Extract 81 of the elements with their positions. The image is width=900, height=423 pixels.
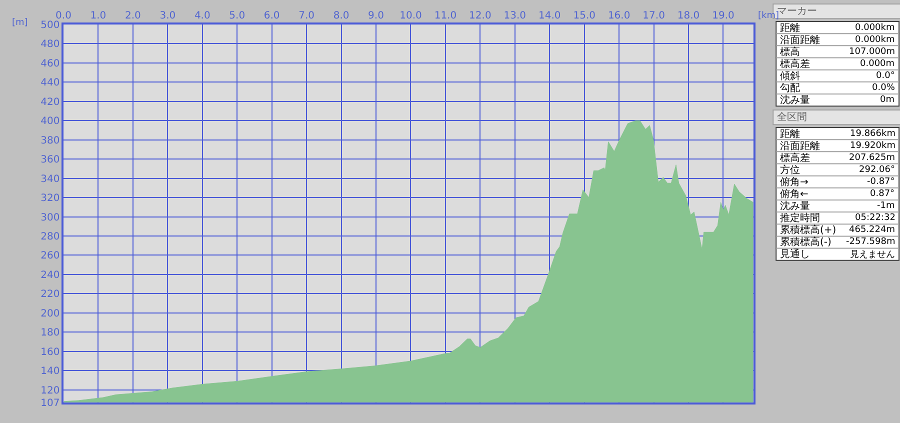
text: 0.000km <box>855 23 895 33</box>
text: 0.0% <box>872 83 896 93</box>
text: 標高 <box>780 46 800 58</box>
text: 見えません <box>850 249 895 260</box>
y-tick-label: 360 <box>40 154 60 166</box>
y-tick-label: 460 <box>40 58 60 70</box>
text: -0.87° <box>867 177 895 187</box>
x-tick-label: 13.0 <box>504 10 526 22</box>
x-tick-label: 6.0 <box>264 10 280 22</box>
x-tick-label: 16.0 <box>608 10 630 22</box>
x-tick-label: 10.0 <box>400 10 422 22</box>
text: 19.866km <box>850 129 896 139</box>
x-tick-label: 15.0 <box>573 10 596 22</box>
x-tick-label: 9.0 <box>368 10 384 22</box>
text: 全区間 <box>777 111 807 123</box>
y-tick-label: 420 <box>40 96 60 108</box>
y-tick-label: 200 <box>40 308 60 320</box>
x-tick-label: 12.0 <box>469 10 492 22</box>
y-tick-label: 120 <box>40 385 60 396</box>
x-tick-label: 2.0 <box>125 10 141 22</box>
y-tick-label: 320 <box>40 193 60 204</box>
x-tick-label: 19.0 <box>712 10 734 22</box>
text: 累積標高(-) <box>780 236 832 248</box>
text: 沈み量 <box>780 200 810 212</box>
y-tick-label: 380 <box>40 135 60 146</box>
text: 沿面距離 <box>780 34 820 46</box>
text: 標高差 <box>780 58 810 70</box>
text: 05:22:32 <box>855 213 896 223</box>
y-tick-label: 340 <box>40 174 60 185</box>
x-tick-label: 17.0 <box>642 10 665 22</box>
text: 沈み量 <box>780 94 810 106</box>
y-tick-label: 240 <box>40 270 60 281</box>
text: 沿面距離 <box>780 140 820 152</box>
x-tick-label: 7.0 <box>298 10 315 22</box>
text: 累積標高(+) <box>780 224 836 236</box>
y-axis-title: [m] <box>12 18 28 28</box>
x-tick-label: 11.0 <box>434 10 457 22</box>
y-tick-label: 260 <box>40 250 60 262</box>
text: 方位 <box>780 164 800 176</box>
y-tick-label: 180 <box>40 328 60 339</box>
text: 俯角→ <box>780 176 808 188</box>
y-tick-label: 160 <box>40 346 60 358</box>
x-tick-label: 4.0 <box>194 10 210 22</box>
x-axis-title: [km] <box>758 11 780 21</box>
x-tick-label: 14.0 <box>538 10 561 22</box>
x-tick-label: 3.0 <box>160 10 176 22</box>
y-tick-label: 440 <box>40 78 60 89</box>
y-tick-label: 480 <box>40 39 60 50</box>
text: 0m <box>880 95 894 105</box>
y-tick-label: 107 <box>40 398 60 409</box>
text: 傾斜 <box>780 70 800 82</box>
y-tick-label: 300 <box>40 212 60 224</box>
text: 465.224m <box>849 225 895 235</box>
x-tick-label: 18.0 <box>677 10 700 22</box>
text: 勾配 <box>780 82 800 94</box>
y-tick-label: 500 <box>40 20 60 31</box>
text: 0.87° <box>870 189 895 199</box>
text: 推定時間 <box>780 212 820 224</box>
text: 207.625m <box>849 153 895 163</box>
y-tick-label: 280 <box>40 232 60 243</box>
y-tick-label: 400 <box>40 116 60 128</box>
x-tick-label: 5.0 <box>229 10 246 22</box>
text: -1m <box>877 201 895 211</box>
x-tick-label: 8.0 <box>333 10 350 22</box>
text: -257.598m <box>846 237 896 247</box>
text: 19.920km <box>850 141 896 151</box>
text: 0.000m <box>860 59 895 69</box>
text: マーカー <box>777 6 817 17</box>
text: 俯角← <box>780 188 808 200</box>
text: 107.000m <box>849 47 895 57</box>
text: 0.0° <box>876 71 895 81</box>
x-tick-label: 0.0 <box>56 10 72 22</box>
text: 見通し <box>780 248 810 260</box>
y-tick-label: 140 <box>40 366 60 378</box>
text: 距離 <box>780 22 800 34</box>
text: 292.06° <box>859 165 895 175</box>
text: 距離 <box>780 128 800 140</box>
text: 0.000km <box>855 35 895 45</box>
x-tick-label: 1.0 <box>90 10 106 22</box>
y-tick-label: 220 <box>40 289 60 300</box>
text: 標高差 <box>780 152 810 164</box>
